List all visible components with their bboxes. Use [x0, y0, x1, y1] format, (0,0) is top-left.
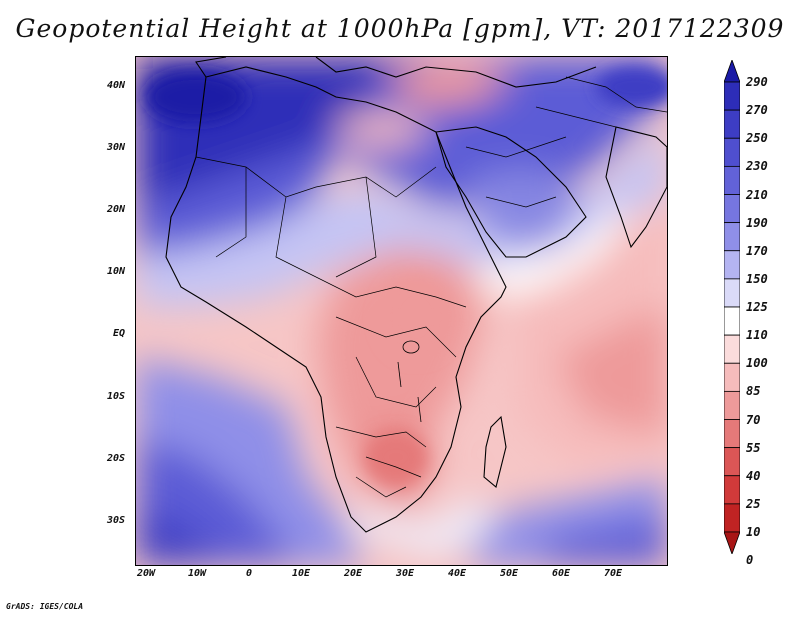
lon-label-70e: 70E	[603, 568, 623, 579]
lat-label-30s: 30S	[107, 515, 126, 526]
lat-label-10n: 10N	[107, 266, 126, 277]
colorbar-tick-label: 40	[746, 468, 761, 483]
contour-field	[136, 57, 667, 565]
lat-label-eq: EQ	[113, 328, 126, 339]
colorbar-box	[724, 137, 740, 167]
colorbar-tick-label: 85	[746, 384, 761, 399]
africa-coastline	[165, 66, 507, 533]
colorbar-tick-label: 230	[746, 159, 768, 174]
lat-label-30n: 30N	[107, 142, 126, 153]
border-asia	[565, 76, 667, 113]
colorbar-box	[724, 419, 740, 449]
map-plot-area	[135, 56, 668, 566]
geopotential-map	[136, 57, 667, 565]
border-central-africa	[315, 276, 467, 408]
colorbar-box	[724, 165, 740, 195]
grads-credit: GrADS: IGES/COLA	[6, 602, 84, 611]
colorbar-box	[724, 447, 740, 477]
india-coastline	[605, 126, 667, 249]
colorbar-tick-label: 10	[746, 525, 761, 539]
border-north-africa	[195, 156, 437, 278]
lon-label-10e: 10E	[291, 568, 311, 579]
colorbar-box	[724, 334, 740, 364]
madagascar-coastline	[483, 415, 507, 488]
colorbar-tick-label: 150	[746, 271, 768, 286]
lon-label-30e: 30E	[395, 568, 415, 579]
lakes	[397, 340, 422, 423]
colorbar-box	[724, 222, 740, 252]
colorbar-tick-label: 270	[746, 103, 768, 118]
lake-victoria	[402, 340, 420, 354]
lat-label-40n: 40N	[107, 80, 126, 91]
colorbar-top-arrow	[724, 60, 740, 83]
lon-label-0: 0	[245, 568, 253, 579]
colorbar-box	[724, 390, 740, 420]
coastlines	[165, 57, 667, 533]
colorbar-box	[724, 194, 740, 224]
colorbar-tick-label: 110	[746, 328, 768, 343]
colorbar-box	[724, 250, 740, 280]
colorbar-box	[724, 81, 740, 111]
colorbar-tick-label: 290	[746, 75, 768, 89]
lon-label-20w: 20W	[136, 568, 156, 579]
colorbar-box	[724, 475, 740, 505]
colorbar-box	[724, 278, 740, 308]
colorbar	[724, 60, 740, 554]
lon-label-10w: 10W	[187, 568, 207, 579]
border-middle-east	[465, 106, 617, 208]
country-borders	[195, 76, 667, 498]
colorbar-tick-label: 170	[746, 243, 768, 258]
lake-tanganyika	[397, 361, 402, 388]
colorbar-box	[724, 306, 740, 336]
lat-label-20n: 20N	[107, 204, 126, 215]
colorbar-tick-label: 0	[746, 553, 754, 568]
colorbar-tick-label: 250	[746, 131, 768, 146]
contour-detail	[146, 67, 667, 482]
colorbar-box	[724, 109, 740, 139]
colorbar-box	[724, 503, 740, 533]
europe-coastline	[195, 57, 597, 88]
colorbar-tick-label: 190	[746, 215, 768, 230]
border-southern-africa	[335, 426, 427, 498]
lon-label-50e: 50E	[499, 568, 519, 579]
colorbar-tick-label: 100	[746, 356, 768, 371]
colorbar-tick-label: 55	[746, 440, 761, 455]
lat-label-10s: 10S	[107, 391, 126, 402]
lat-label-20s: 20S	[107, 453, 126, 464]
colorbar-tick-label: 125	[746, 300, 768, 314]
chart-title: Geopotential Height at 1000hPa [gpm], VT…	[15, 14, 785, 43]
lake-malawi	[417, 396, 422, 423]
colorbar-tick-label: 210	[746, 187, 768, 202]
lon-label-40e: 40E	[447, 568, 467, 579]
colorbar-tick-label: 70	[746, 412, 761, 427]
colorbar-box	[724, 362, 740, 392]
lon-label-20e: 20E	[343, 568, 363, 579]
colorbar-tick-label: 25	[746, 496, 761, 511]
colorbar-bottom-arrow	[724, 531, 740, 554]
lon-label-60e: 60E	[551, 568, 571, 579]
arabian-peninsula-coastline	[435, 126, 587, 258]
